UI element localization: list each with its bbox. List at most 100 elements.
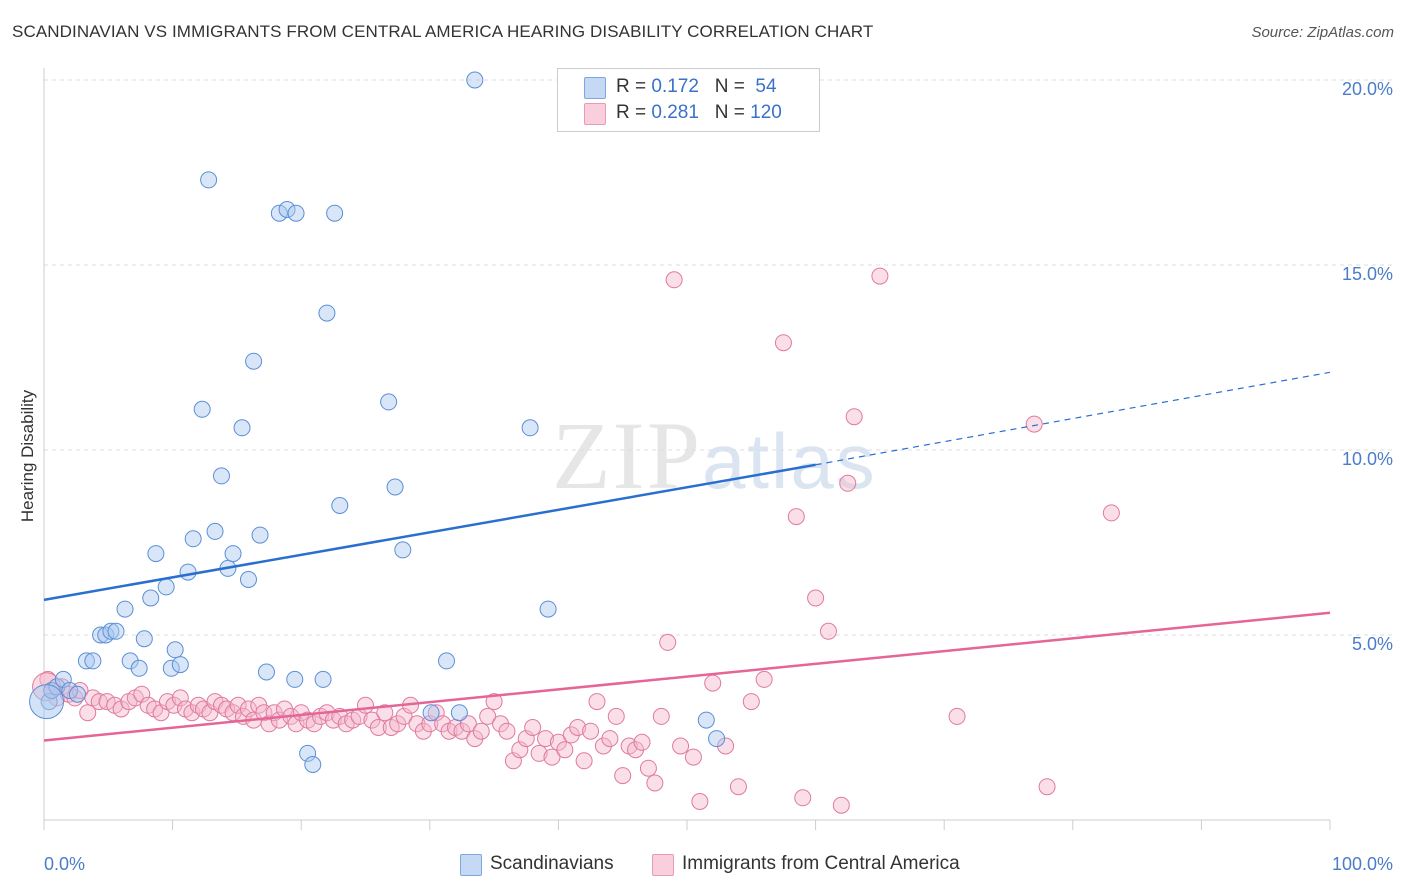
data-point-immigrants xyxy=(427,704,445,722)
y-axis-title: Hearing Disability xyxy=(18,389,37,522)
data-point-immigrants xyxy=(133,685,151,703)
data-point-scandinavians xyxy=(286,670,304,688)
data-point-scandinavians xyxy=(278,201,296,218)
y-tick-label: 10.0% xyxy=(1342,449,1393,469)
data-point-immigrants xyxy=(530,744,548,762)
y-tick-label: 20.0% xyxy=(1342,79,1393,99)
data-point-immigrants xyxy=(601,730,619,748)
data-point-immigrants xyxy=(845,408,863,426)
data-point-scandinavians xyxy=(162,659,180,677)
data-point-scandinavians-large xyxy=(29,684,65,720)
data-point-immigrants xyxy=(1102,504,1120,522)
data-point-scandinavians xyxy=(326,204,344,222)
data-point-scandinavians xyxy=(380,393,398,411)
data-point-immigrants xyxy=(504,752,522,770)
data-point-immigrants xyxy=(98,693,116,711)
data-point-immigrants xyxy=(742,693,760,711)
data-point-scandinavians xyxy=(116,600,134,618)
x-tick-label: 0.0% xyxy=(44,854,85,874)
data-point-immigrants xyxy=(556,741,574,759)
data-point-scandinavians xyxy=(171,656,189,674)
data-point-immigrants xyxy=(537,730,555,748)
data-point-scandinavians xyxy=(331,497,349,514)
tick-labels: 5.0% 10.0% 15.0% 20.0% 0.0% 100.0% Hearing Dis… xyxy=(18,79,1393,874)
data-point-immigrants xyxy=(79,704,97,722)
data-point-scandinavians xyxy=(257,663,275,681)
data-point-immigrants xyxy=(1038,778,1056,796)
data-point-scandinavians xyxy=(521,419,539,437)
x-tick-label: 100.0% xyxy=(1332,854,1393,874)
data-point-scandinavians xyxy=(697,711,715,729)
data-point-immigrants xyxy=(459,715,477,733)
data-point-scandinavians xyxy=(166,641,184,659)
data-point-immigrants xyxy=(485,693,503,711)
data-point-immigrants xyxy=(807,589,825,607)
data-point-scandinavians xyxy=(270,204,288,222)
data-point-immigrants xyxy=(498,722,516,740)
data-point-immigrants xyxy=(839,474,857,492)
data-point-immigrants xyxy=(569,719,587,736)
data-point-immigrants xyxy=(517,730,535,748)
data-point-immigrants xyxy=(152,704,170,722)
data-point-immigrants xyxy=(633,733,651,751)
data-point-scandinavians xyxy=(314,670,332,688)
data-point-immigrants xyxy=(704,674,722,692)
data-point-scandinavians xyxy=(179,563,197,581)
data-point-scandinavians xyxy=(121,652,139,670)
data-point-scandinavians xyxy=(304,756,322,773)
trend-line-scandinavians xyxy=(43,463,816,602)
legend-swatch-blue xyxy=(460,854,482,876)
data-point-scandinavians xyxy=(251,526,269,544)
data-point-immigrants xyxy=(819,622,837,640)
data-point-scandinavians xyxy=(394,541,412,559)
source-label: Source: ZipAtlas.com xyxy=(1251,24,1394,41)
data-point-immigrants xyxy=(575,752,593,770)
data-point-immigrants xyxy=(948,707,966,725)
data-point-scandinavians xyxy=(184,530,202,548)
series-scandinavians xyxy=(29,71,726,773)
data-point-scandinavians xyxy=(224,545,242,563)
data-point-immigrants xyxy=(787,508,805,526)
data-point-immigrants xyxy=(607,707,625,725)
chart-title: SCANDINAVIAN VS IMMIGRANTS FROM CENTRAL … xyxy=(12,22,874,41)
data-point-scandinavians xyxy=(61,682,79,699)
data-point-immigrants xyxy=(511,741,529,759)
data-point-immigrants xyxy=(369,719,387,736)
data-point-scandinavians xyxy=(193,400,211,418)
data-point-scandinavians xyxy=(287,204,305,222)
data-point-immigrants xyxy=(614,767,632,785)
data-point-immigrants xyxy=(395,707,413,725)
data-point-immigrants xyxy=(543,748,561,766)
data-point-immigrants xyxy=(774,334,792,352)
data-point-scandinavians xyxy=(299,744,317,762)
data-point-scandinavians xyxy=(708,730,726,748)
data-point-immigrants xyxy=(260,715,278,733)
data-point-scandinavians xyxy=(438,652,456,670)
data-point-scandinavians xyxy=(200,171,218,189)
data-point-scandinavians xyxy=(107,622,125,640)
watermark-zip: ZIP xyxy=(552,402,702,509)
data-point-scandinavians xyxy=(147,545,165,563)
data-point-scandinavians xyxy=(206,522,224,540)
watermark: ZIPatlas xyxy=(552,400,877,511)
watermark-atlas: atlas xyxy=(702,417,877,505)
data-point-scandinavians xyxy=(102,622,120,640)
data-point-immigrants xyxy=(357,696,374,714)
data-point-immigrants xyxy=(171,689,189,707)
data-point-immigrants xyxy=(1025,415,1043,433)
data-point-immigrants xyxy=(672,737,690,755)
data-point-scandinavians xyxy=(157,578,175,596)
data-point-immigrants xyxy=(717,737,735,755)
legend-label-scandinavians: Scandinavians xyxy=(490,853,614,874)
data-point-scandinavians xyxy=(212,467,230,485)
data-point-immigrants xyxy=(255,704,273,722)
data-point-scandinavians xyxy=(318,304,336,322)
data-point-immigrants xyxy=(729,778,747,796)
data-point-immigrants xyxy=(639,759,657,777)
data-point-scandinavians xyxy=(68,685,86,703)
data-point-immigrants xyxy=(659,633,677,651)
data-point-scandinavians xyxy=(386,478,404,496)
legend-swatch-scandinavians xyxy=(584,77,606,99)
legend-label-immigrants: Immigrants from Central America xyxy=(682,853,960,874)
